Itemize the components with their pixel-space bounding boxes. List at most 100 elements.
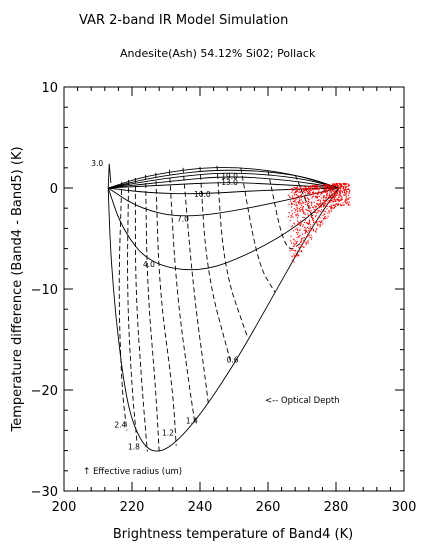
- observed-pixel: [310, 186, 312, 188]
- observed-pixel: [302, 239, 304, 241]
- observed-pixel: [290, 200, 292, 202]
- observed-pixel: [289, 250, 291, 252]
- optical-depth-line-9: [216, 165, 249, 338]
- observed-pixel: [339, 190, 341, 192]
- observed-pixel: [330, 186, 332, 188]
- observed-pixel: [296, 211, 298, 213]
- observed-pixel: [332, 204, 334, 206]
- observed-pixel: [334, 190, 336, 192]
- observed-pixel: [313, 229, 315, 231]
- observed-pixel: [308, 210, 310, 212]
- observed-pixel: [329, 188, 331, 190]
- observed-pixel: [326, 205, 328, 207]
- observed-pixel: [323, 195, 325, 197]
- observed-pixel: [295, 191, 297, 193]
- observed-pixel: [347, 202, 349, 204]
- observed-pixel: [299, 210, 301, 212]
- observed-pixel: [345, 188, 347, 190]
- observed-pixel: [291, 188, 293, 190]
- optical-depth-line-5: [155, 172, 177, 446]
- observed-pixel: [316, 222, 318, 224]
- observed-pixel: [305, 230, 307, 232]
- observed-pixel: [309, 192, 311, 194]
- observed-pixel: [294, 200, 296, 202]
- observed-pixel: [323, 199, 325, 201]
- observed-pixel: [315, 207, 317, 209]
- observed-pixel: [340, 203, 342, 205]
- observed-pixel: [307, 241, 309, 243]
- observed-pixel: [330, 204, 332, 206]
- observed-pixel: [300, 237, 302, 239]
- observed-pixel: [311, 185, 313, 187]
- observed-pixel: [291, 187, 293, 189]
- observed-pixel: [297, 223, 299, 225]
- observed-pixel: [330, 208, 332, 210]
- observed-pixel: [316, 203, 318, 205]
- observed-pixel: [312, 218, 314, 220]
- observed-pixel: [321, 185, 323, 187]
- observed-pixel: [296, 241, 298, 243]
- observed-pixel: [291, 206, 293, 208]
- observed-pixel: [324, 186, 326, 188]
- observed-pixel: [312, 206, 314, 208]
- observed-pixel: [291, 213, 293, 215]
- axis-ticks: 200 220 240 260 280 300 10 0 −10 −20 −30: [31, 81, 417, 515]
- observed-pixel: [287, 189, 289, 191]
- observed-pixel: [330, 197, 332, 199]
- radius-value-label: 1.4: [186, 416, 198, 425]
- observed-pixel: [330, 192, 332, 194]
- observed-pixel: [349, 197, 351, 199]
- observed-pixel: [340, 199, 342, 201]
- radius-curve-2: [108, 169, 340, 189]
- observed-pixel: [321, 221, 323, 223]
- observed-pixel: [331, 186, 333, 188]
- radius-curve-5: [108, 182, 340, 189]
- observed-pixel: [339, 186, 341, 188]
- observed-pixel: [291, 204, 293, 206]
- observed-pixel: [293, 223, 295, 225]
- observed-pixel: [330, 206, 332, 208]
- observed-pixel: [319, 222, 321, 224]
- observed-pixel: [333, 207, 335, 209]
- observed-pixel: [294, 198, 296, 200]
- observed-pixel: [293, 249, 295, 251]
- observed-pixel: [307, 191, 309, 193]
- observed-pixel: [302, 206, 304, 208]
- observed-pixel: [332, 198, 334, 200]
- observed-pixel: [316, 212, 318, 214]
- observed-pixel: [337, 183, 339, 185]
- radius-value-label: 1.8: [128, 443, 140, 452]
- observed-pixel: [323, 184, 325, 186]
- observed-pixel: [306, 209, 308, 211]
- observed-pixel: [313, 201, 315, 203]
- observed-pixel: [297, 217, 299, 219]
- observed-pixel: [336, 188, 338, 190]
- observed-pixel: [309, 191, 311, 193]
- observed-pixel: [310, 186, 312, 188]
- observed-pixel: [294, 240, 296, 242]
- observed-pixel: [332, 189, 334, 191]
- observed-pixel: [300, 194, 302, 196]
- observed-pixel: [347, 198, 349, 200]
- observed-pixel: [344, 183, 346, 185]
- observed-pixel: [301, 197, 303, 199]
- observed-pixel: [295, 190, 297, 192]
- observed-pixel: [338, 190, 340, 192]
- observed-pixel: [348, 192, 350, 194]
- observed-pixel: [294, 243, 296, 245]
- observed-pixel: [316, 197, 318, 199]
- observed-pixel: [307, 234, 309, 236]
- observed-pixel: [348, 192, 350, 194]
- observed-pixel: [303, 246, 305, 248]
- observed-pixel: [308, 186, 310, 188]
- observed-pixel: [321, 197, 323, 199]
- observed-pixel: [299, 225, 301, 227]
- observed-pixel: [344, 192, 346, 194]
- observed-pixel: [292, 203, 294, 205]
- observed-pixel: [303, 217, 305, 219]
- observed-pixel: [321, 209, 323, 211]
- observed-pixel: [302, 202, 304, 204]
- observed-pixel: [331, 183, 333, 185]
- observed-pixel: [295, 187, 297, 189]
- observed-pixel: [295, 188, 297, 190]
